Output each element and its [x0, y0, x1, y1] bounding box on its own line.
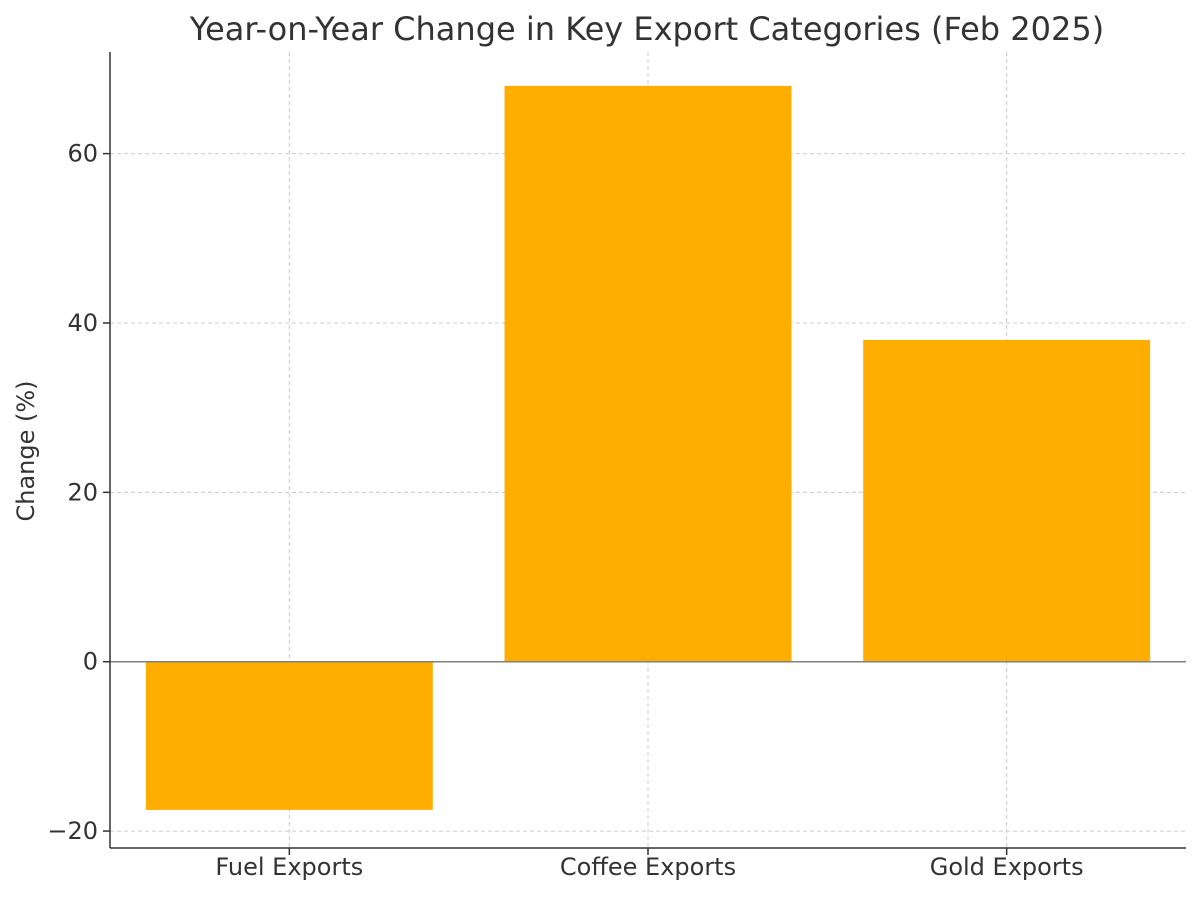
bar-gold-exports	[863, 339, 1151, 662]
y-tick-label: 0	[83, 648, 98, 676]
bar-fuel-exports	[145, 661, 433, 810]
y-tick-label: 20	[67, 478, 98, 506]
y-tick-label: −20	[47, 817, 98, 845]
bars	[145, 85, 1151, 810]
y-ticks: −20 0 20 40 60	[47, 140, 110, 845]
y-tick-label: 40	[67, 309, 98, 337]
x-tick-label: Fuel Exports	[215, 853, 363, 881]
y-tick-label: 60	[67, 140, 98, 168]
x-tick-label: Coffee Exports	[560, 853, 736, 881]
y-axis-label: Change (%)	[12, 380, 40, 521]
x-ticks: Fuel Exports Coffee Exports Gold Exports	[215, 848, 1084, 881]
bar-coffee-exports	[504, 85, 792, 662]
x-tick-label: Gold Exports	[930, 853, 1084, 881]
chart-title: Year-on-Year Change in Key Export Catego…	[189, 10, 1104, 48]
